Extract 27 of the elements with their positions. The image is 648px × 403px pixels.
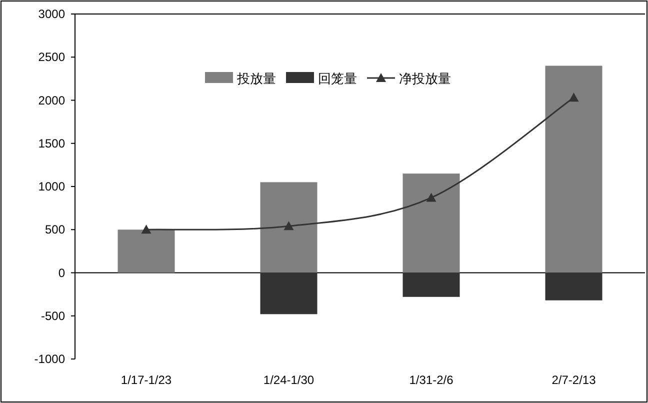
bar (545, 66, 602, 273)
point (284, 221, 294, 230)
y-tick-label: 2000 (38, 93, 66, 108)
bar (402, 174, 460, 273)
point (568, 92, 579, 102)
x-tick-label: 2/7-2/13 (552, 373, 596, 387)
legend-label: 回笼量 (318, 71, 357, 86)
x-tick-label: 1/31-2/6 (409, 373, 454, 387)
legend-label: 净投放量 (399, 71, 451, 86)
bar (260, 182, 318, 273)
y-tick-label: -1000 (34, 352, 66, 366)
y-tick-label: 1500 (38, 136, 66, 150)
x-tick-label: 1/24-1/30 (263, 373, 314, 387)
bar (118, 230, 175, 273)
bar (545, 272, 602, 300)
y-tick-label: 0 (58, 266, 66, 280)
y-tick-label: -500 (40, 308, 66, 323)
y-tick-label: 2500 (38, 50, 66, 64)
y-tick-label: 1000 (38, 180, 66, 194)
x-tick-label: 1/17-1/23 (120, 373, 172, 387)
bar (260, 272, 318, 314)
y-tick-label: 3000 (38, 7, 66, 21)
y-tick-label: 500 (44, 222, 66, 237)
point (141, 224, 152, 234)
bar (402, 272, 460, 297)
legend-label: 投放量 (236, 71, 276, 86)
point (426, 192, 436, 202)
